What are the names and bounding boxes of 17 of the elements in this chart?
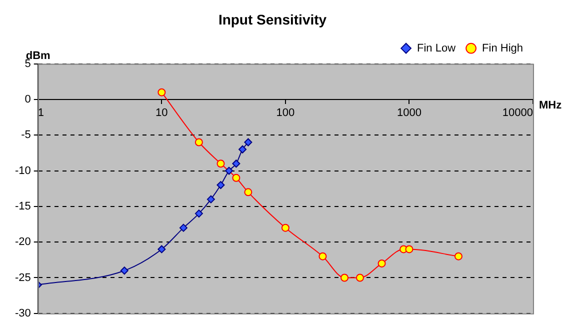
y-tick-label: -15 <box>14 200 31 212</box>
legend-label: Fin High <box>482 42 524 54</box>
y-tick-label: 0 <box>24 93 31 106</box>
x-axis-title: MHz <box>539 99 562 112</box>
x-tick-label: 1000 <box>396 107 422 120</box>
y-tick-label: -5 <box>21 129 31 142</box>
x-tick-label: 10 <box>156 107 168 120</box>
chart-title: Input Sensitivity <box>218 11 327 28</box>
x-tick-label: 10000 <box>502 107 533 120</box>
legend-label: Fin Low <box>417 42 456 54</box>
x-tick-label: 100 <box>276 107 295 120</box>
y-tick-label: -25 <box>14 272 31 284</box>
x-tick-label: 1 <box>38 107 44 120</box>
y-tick-label: 5 <box>24 58 31 70</box>
y-tick-label: -30 <box>14 307 31 320</box>
y-tick-label: -10 <box>14 164 31 177</box>
y-tick-label: -20 <box>14 236 31 248</box>
